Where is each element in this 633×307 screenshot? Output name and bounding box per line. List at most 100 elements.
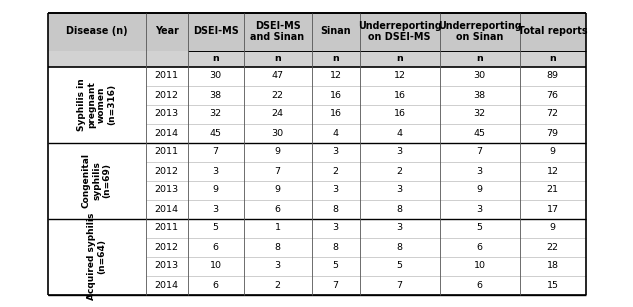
Bar: [146, 181, 586, 200]
Text: 18: 18: [546, 262, 558, 270]
Text: Sinan: Sinan: [320, 26, 351, 37]
Text: n: n: [332, 54, 339, 63]
Text: 2013: 2013: [154, 262, 179, 270]
Text: 3: 3: [477, 204, 482, 213]
Text: 15: 15: [546, 281, 558, 290]
Text: Total reports: Total reports: [518, 26, 587, 37]
Text: 16: 16: [330, 91, 341, 99]
Text: 38: 38: [473, 91, 486, 99]
Text: 12: 12: [330, 72, 341, 80]
Text: 9: 9: [549, 147, 556, 157]
Text: 3: 3: [213, 166, 218, 176]
Text: 7: 7: [275, 166, 280, 176]
Text: 2011: 2011: [154, 147, 179, 157]
Bar: [146, 142, 586, 161]
Text: 24: 24: [272, 110, 284, 119]
Text: Acquired syphilis
(n=64): Acquired syphilis (n=64): [87, 213, 106, 300]
Text: Congenital
syphilis
(n=69): Congenital syphilis (n=69): [82, 153, 111, 208]
Text: 2012: 2012: [154, 166, 179, 176]
Text: 2014: 2014: [154, 204, 179, 213]
Text: 2011: 2011: [154, 72, 179, 80]
Bar: [146, 219, 586, 238]
Text: 2012: 2012: [154, 91, 179, 99]
Text: 72: 72: [546, 110, 558, 119]
Text: 7: 7: [396, 281, 403, 290]
Text: 45: 45: [473, 129, 486, 138]
Text: 2014: 2014: [154, 281, 179, 290]
Text: 5: 5: [213, 223, 218, 232]
Bar: [47, 50, 586, 67]
Text: 32: 32: [210, 110, 222, 119]
Text: Underreporting
on DSEI-MS: Underreporting on DSEI-MS: [358, 21, 441, 42]
Text: 3: 3: [332, 223, 339, 232]
Text: 3: 3: [396, 223, 403, 232]
Text: 38: 38: [210, 91, 222, 99]
Text: 9: 9: [477, 185, 482, 195]
Text: Syphilis in
pregnant
women
(n=316): Syphilis in pregnant women (n=316): [77, 78, 116, 131]
Text: 3: 3: [275, 262, 280, 270]
Text: 6: 6: [275, 204, 280, 213]
Text: 6: 6: [477, 281, 482, 290]
Text: n: n: [396, 54, 403, 63]
Text: n: n: [212, 54, 219, 63]
Text: 7: 7: [213, 147, 218, 157]
Text: 16: 16: [394, 110, 406, 119]
Text: 30: 30: [473, 72, 486, 80]
Text: 7: 7: [332, 281, 339, 290]
Text: 79: 79: [546, 129, 558, 138]
Bar: [47, 219, 146, 294]
Text: 8: 8: [396, 204, 403, 213]
Bar: [146, 200, 586, 219]
Text: 9: 9: [275, 185, 280, 195]
Bar: [146, 86, 586, 104]
Bar: [146, 275, 586, 294]
Text: 89: 89: [546, 72, 558, 80]
Text: 6: 6: [213, 281, 218, 290]
Text: 16: 16: [330, 110, 341, 119]
Bar: [146, 238, 586, 257]
Text: DSEI-MS
and Sinan: DSEI-MS and Sinan: [251, 21, 304, 42]
Text: 9: 9: [275, 147, 280, 157]
Text: 2013: 2013: [154, 185, 179, 195]
Bar: [146, 67, 586, 86]
Bar: [47, 67, 146, 142]
Text: 9: 9: [213, 185, 218, 195]
Text: 76: 76: [546, 91, 558, 99]
Bar: [146, 161, 586, 181]
Text: 17: 17: [546, 204, 558, 213]
Text: 9: 9: [549, 223, 556, 232]
Bar: [47, 142, 146, 219]
Text: 10: 10: [210, 262, 222, 270]
Text: 12: 12: [546, 166, 558, 176]
Text: 8: 8: [332, 204, 339, 213]
Text: 5: 5: [477, 223, 482, 232]
Text: 3: 3: [396, 185, 403, 195]
Text: 10: 10: [473, 262, 486, 270]
Text: Disease (n): Disease (n): [66, 26, 127, 37]
Text: 30: 30: [210, 72, 222, 80]
Text: 8: 8: [332, 243, 339, 251]
Text: 2013: 2013: [154, 110, 179, 119]
Text: 1: 1: [275, 223, 280, 232]
Bar: [47, 13, 586, 50]
Text: 45: 45: [210, 129, 222, 138]
Text: n: n: [476, 54, 483, 63]
Text: 2: 2: [396, 166, 403, 176]
Text: 3: 3: [332, 147, 339, 157]
Text: Year: Year: [154, 26, 179, 37]
Text: 47: 47: [272, 72, 284, 80]
Text: 5: 5: [396, 262, 403, 270]
Text: 8: 8: [275, 243, 280, 251]
Text: 22: 22: [272, 91, 284, 99]
Text: 7: 7: [477, 147, 482, 157]
Text: 3: 3: [332, 185, 339, 195]
Text: 2012: 2012: [154, 243, 179, 251]
Text: 16: 16: [394, 91, 406, 99]
Text: 3: 3: [477, 166, 482, 176]
Text: 2011: 2011: [154, 223, 179, 232]
Text: 12: 12: [394, 72, 406, 80]
Bar: [146, 257, 586, 275]
Text: 8: 8: [396, 243, 403, 251]
Text: 2: 2: [275, 281, 280, 290]
Text: 5: 5: [332, 262, 339, 270]
